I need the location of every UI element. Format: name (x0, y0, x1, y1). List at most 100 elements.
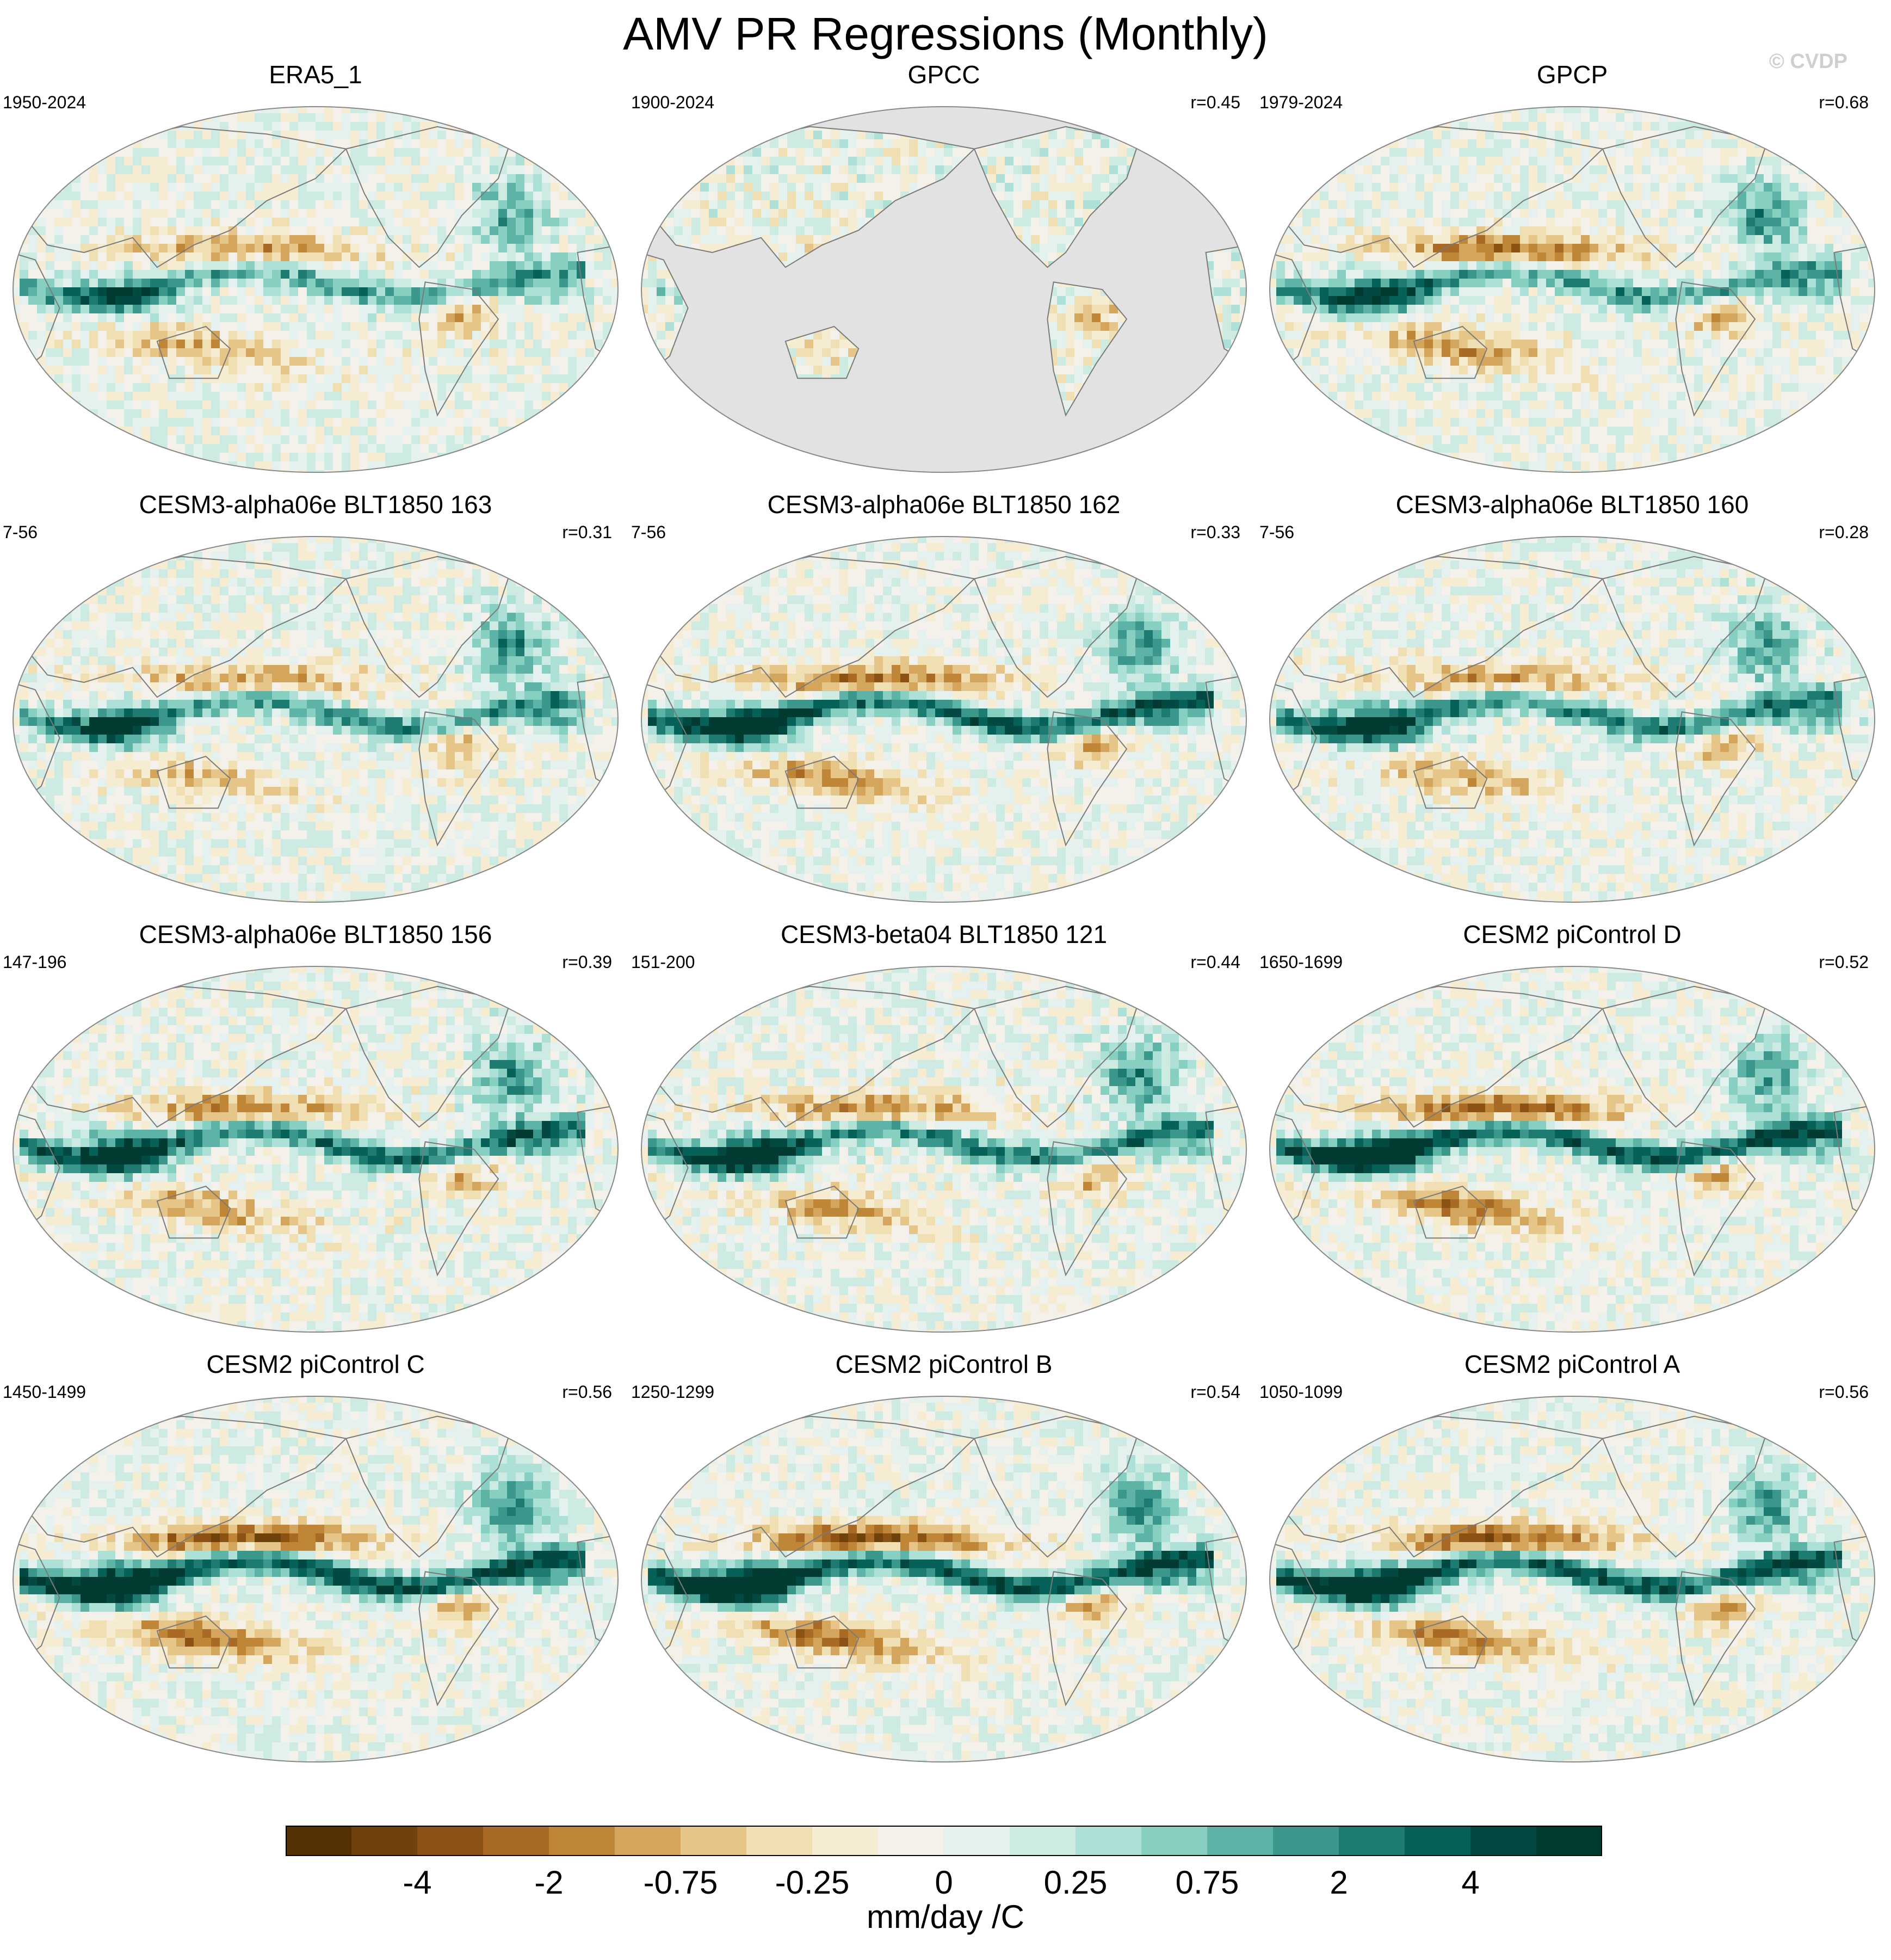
coastlines (13, 1408, 618, 1706)
panel-period: 7-56 (631, 522, 666, 543)
colorbar-swatch (944, 1826, 1010, 1856)
colorbar-swatch (417, 1826, 484, 1856)
panel-title: CESM3-alpha06e BLT1850 156 (3, 920, 628, 949)
panel-period: 1979-2024 (1259, 93, 1343, 113)
watermark: © CVDP (1769, 50, 1847, 73)
panel-correlation: r=0.31 (562, 522, 612, 543)
panel-title: CESM3-alpha06e BLT1850 163 (3, 490, 628, 519)
panel-period: 1450-1499 (3, 1382, 86, 1402)
regression-map (1269, 536, 1875, 903)
colorbar-swatch (1339, 1826, 1405, 1856)
regression-map (13, 106, 619, 473)
panel-period: 1250-1299 (631, 1382, 714, 1402)
panel-title: CESM2 piControl A (1259, 1349, 1885, 1379)
colorbar-swatch (1010, 1826, 1076, 1856)
regression-map (1269, 966, 1875, 1333)
map-panel: CESM3-alpha06e BLT1850 162 7-56 r=0.33 (631, 490, 1257, 914)
regression-map (13, 1396, 619, 1762)
panel-title: CESM3-alpha06e BLT1850 162 (631, 490, 1257, 519)
map-panel: CESM3-alpha06e BLT1850 163 7-56 r=0.31 (3, 490, 628, 914)
panel-correlation: r=0.33 (1190, 522, 1240, 543)
panel-period: 1050-1099 (1259, 1382, 1343, 1402)
regression-map (13, 966, 619, 1333)
map-panel: GPCP 1979-2024 r=0.68 (1259, 60, 1885, 484)
regression-map (641, 106, 1247, 473)
panel-correlation: r=0.68 (1819, 93, 1869, 113)
colorbar-tick-label: 0.75 (1169, 1864, 1245, 1901)
map-panel: CESM3-alpha06e BLT1850 160 7-56 r=0.28 (1259, 490, 1885, 914)
colorbar-swatch (1405, 1826, 1471, 1856)
map-outline (13, 1396, 619, 1762)
colorbar-swatch (1273, 1826, 1339, 1856)
colorbar-swatch (1141, 1826, 1208, 1856)
figure-title: AMV PR Regressions (Monthly) (0, 8, 1891, 60)
panel-title: GPCP (1259, 60, 1885, 89)
colorbar-tick-label: 4 (1432, 1864, 1509, 1901)
panel-period: 7-56 (3, 522, 38, 543)
colorbar-tick-label: 2 (1301, 1864, 1377, 1901)
map-panel: CESM2 piControl D 1650-1699 r=0.52 (1259, 920, 1885, 1344)
map-panel: CESM3-beta04 BLT1850 121 151-200 r=0.44 (631, 920, 1257, 1344)
colorbar-swatch (1076, 1826, 1142, 1856)
colorbar-tick-label: -0.25 (774, 1864, 850, 1901)
colorbar-swatch (746, 1826, 813, 1856)
colorbar-tick-label: 0 (906, 1864, 982, 1901)
colorbar-swatch (878, 1826, 944, 1856)
colorbar-units: mm/day /C (0, 1898, 1891, 1936)
colorbar-tick-label: 0.25 (1037, 1864, 1114, 1901)
colorbar-swatch (549, 1826, 615, 1856)
colorbar-swatch (1536, 1826, 1602, 1856)
regression-map (641, 966, 1247, 1333)
panel-period: 1900-2024 (631, 93, 714, 113)
panel-correlation: r=0.56 (1819, 1382, 1869, 1402)
map-outline (13, 106, 619, 473)
colorbar-tick-label: -2 (511, 1864, 587, 1901)
colorbar (286, 1826, 1602, 1856)
map-panel: CESM2 piControl A 1050-1099 r=0.56 (1259, 1349, 1885, 1774)
panel-correlation: r=0.45 (1190, 93, 1240, 113)
colorbar-swatch (483, 1826, 549, 1856)
map-outline (641, 106, 1247, 473)
panel-title: CESM3-beta04 BLT1850 121 (631, 920, 1257, 949)
panel-correlation: r=0.28 (1819, 522, 1869, 543)
colorbar-swatch (1207, 1826, 1274, 1856)
panel-correlation: r=0.52 (1819, 952, 1869, 972)
map-panel: CESM2 piControl C 1450-1499 r=0.56 (3, 1349, 628, 1774)
panel-title: GPCC (631, 60, 1257, 89)
panel-title: CESM3-alpha06e BLT1850 160 (1259, 490, 1885, 519)
panel-period: 147-196 (3, 952, 66, 972)
panel-correlation: r=0.54 (1190, 1382, 1240, 1402)
panel-period: 151-200 (631, 952, 695, 972)
map-panel: CESM2 piControl B 1250-1299 r=0.54 (631, 1349, 1257, 1774)
map-outline (641, 536, 1247, 903)
regression-map (1269, 106, 1875, 473)
colorbar-swatch (286, 1826, 352, 1856)
colorbar-swatch (812, 1826, 879, 1856)
map-outline (1269, 966, 1875, 1333)
colorbar-swatch (615, 1826, 681, 1856)
panel-title: ERA5_1 (3, 60, 628, 89)
panel-title: CESM2 piControl B (631, 1349, 1257, 1379)
regression-map (13, 536, 619, 903)
panel-correlation: r=0.56 (562, 1382, 612, 1402)
map-outline (1269, 536, 1875, 903)
map-outline (13, 966, 619, 1333)
map-outline (1269, 1396, 1875, 1762)
map-outline (641, 966, 1247, 1333)
colorbar-swatch (681, 1826, 747, 1856)
panel-title: CESM2 piControl D (1259, 920, 1885, 949)
regression-map (641, 1396, 1247, 1762)
map-panel: CESM3-alpha06e BLT1850 156 147-196 r=0.39 (3, 920, 628, 1344)
colorbar-tick-label: -4 (379, 1864, 455, 1901)
panel-correlation: r=0.39 (562, 952, 612, 972)
colorbar-swatch (351, 1826, 418, 1856)
map-outline (13, 536, 619, 903)
panel-correlation: r=0.44 (1190, 952, 1240, 972)
colorbar-swatch (1470, 1826, 1537, 1856)
panel-title: CESM2 piControl C (3, 1349, 628, 1379)
panel-period: 1950-2024 (3, 93, 86, 113)
regression-map (1269, 1396, 1875, 1762)
colorbar-tick-label: -0.75 (642, 1864, 719, 1901)
map-outline (1269, 106, 1875, 473)
panel-period: 7-56 (1259, 522, 1294, 543)
